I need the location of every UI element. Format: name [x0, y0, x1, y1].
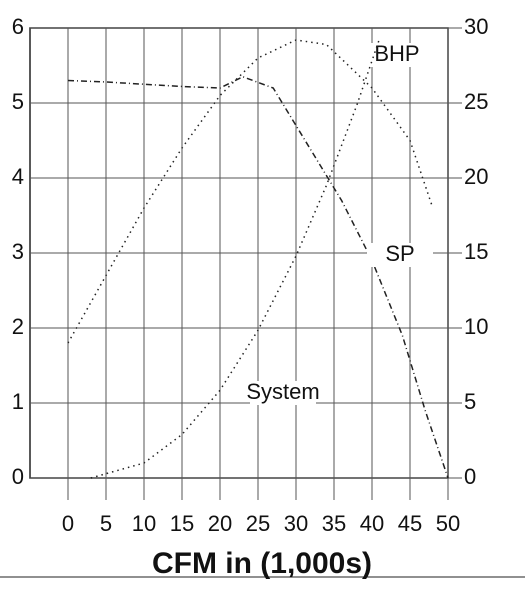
y2-tick-label: 20: [464, 164, 488, 189]
label-bg: [250, 381, 316, 405]
y-tick-label: 5: [12, 89, 24, 114]
series-line: [67, 39, 434, 344]
series-label: System: [246, 379, 319, 404]
x-tick-label: 5: [100, 511, 112, 536]
y-tick-label: 2: [12, 314, 24, 339]
y-tick-label: 4: [12, 164, 24, 189]
series-label: SP: [385, 241, 414, 266]
series-line: [90, 38, 381, 479]
y2-tick-label: 0: [464, 464, 476, 489]
x-tick-label: 50: [436, 511, 460, 536]
x-tick-label: 15: [170, 511, 194, 536]
x-tick-label: 45: [398, 511, 422, 536]
y2-tick-label: 15: [464, 239, 488, 264]
y-tick-label: 6: [12, 14, 24, 39]
x-tick-label: 20: [208, 511, 232, 536]
x-tick-label: 25: [246, 511, 270, 536]
y-tick-label: 3: [12, 239, 24, 264]
x-tick-label: 0: [62, 511, 74, 536]
y-tick-label: 1: [12, 389, 24, 414]
x-tick-label: 10: [132, 511, 156, 536]
x-tick-label: 40: [360, 511, 384, 536]
label-bg: [364, 43, 430, 67]
series-label: BHP: [374, 41, 419, 66]
y2-tick-label: 10: [464, 314, 488, 339]
y2-tick-label: 25: [464, 89, 488, 114]
x-tick-label: 35: [322, 511, 346, 536]
x-axis-label: CFM in (1,000s): [152, 547, 372, 580]
y2-tick-label: 30: [464, 14, 488, 39]
y2-tick-label: 5: [464, 389, 476, 414]
label-bg: [367, 243, 433, 267]
series-line: [67, 75, 449, 479]
x-tick-label: 30: [284, 511, 308, 536]
y-tick-label: 0: [12, 464, 24, 489]
